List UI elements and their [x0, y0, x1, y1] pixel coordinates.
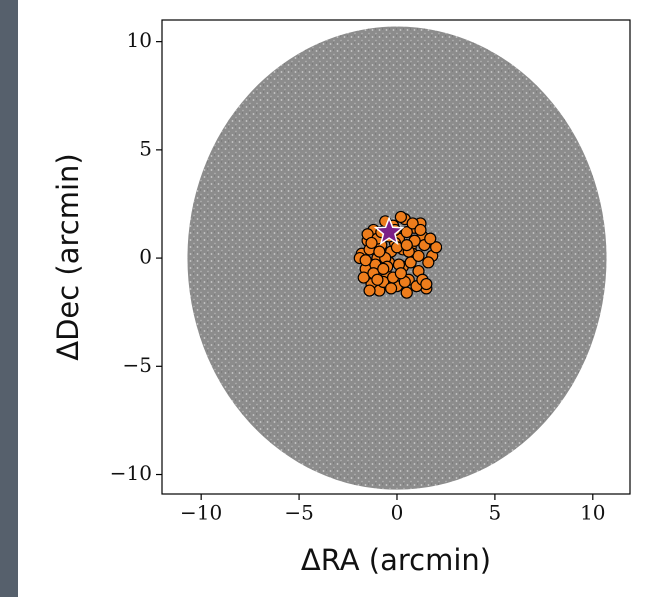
y-tick-label: −5: [123, 353, 152, 377]
y-tick-label: −10: [110, 461, 152, 485]
member-point: [377, 262, 390, 276]
x-axis-label: ΔRA (arcmin): [301, 543, 491, 577]
member-point: [400, 226, 413, 239]
x-tick-label: 5: [489, 501, 502, 525]
x-tick-label: −10: [180, 501, 222, 525]
star-marker: [373, 216, 405, 246]
y-axis-label: ΔDec (arcmin): [51, 153, 85, 361]
member-point: [394, 267, 407, 280]
member-point: [406, 217, 419, 230]
member-point: [424, 232, 437, 245]
member-point: [422, 256, 435, 269]
member-point: [420, 277, 433, 291]
member-point: [400, 286, 413, 299]
member-point: [414, 223, 427, 237]
axes-frame: [161, 19, 631, 495]
member-point: [359, 254, 372, 267]
member-point: [400, 238, 413, 252]
x-tick-label: 0: [391, 501, 404, 525]
y-tick-label: 0: [139, 245, 152, 269]
member-point: [365, 236, 378, 250]
y-tick-label: 5: [139, 136, 152, 160]
member-point: [430, 241, 443, 254]
member-point: [394, 210, 407, 224]
field-texture: [187, 26, 607, 490]
member-point: [371, 273, 384, 286]
member-point: [385, 282, 398, 295]
x-tick-label: 10: [580, 501, 605, 525]
y-tick-label: 10: [127, 28, 152, 52]
member-point: [363, 284, 376, 297]
member-point: [373, 245, 386, 258]
x-tick-label: −5: [284, 501, 313, 525]
